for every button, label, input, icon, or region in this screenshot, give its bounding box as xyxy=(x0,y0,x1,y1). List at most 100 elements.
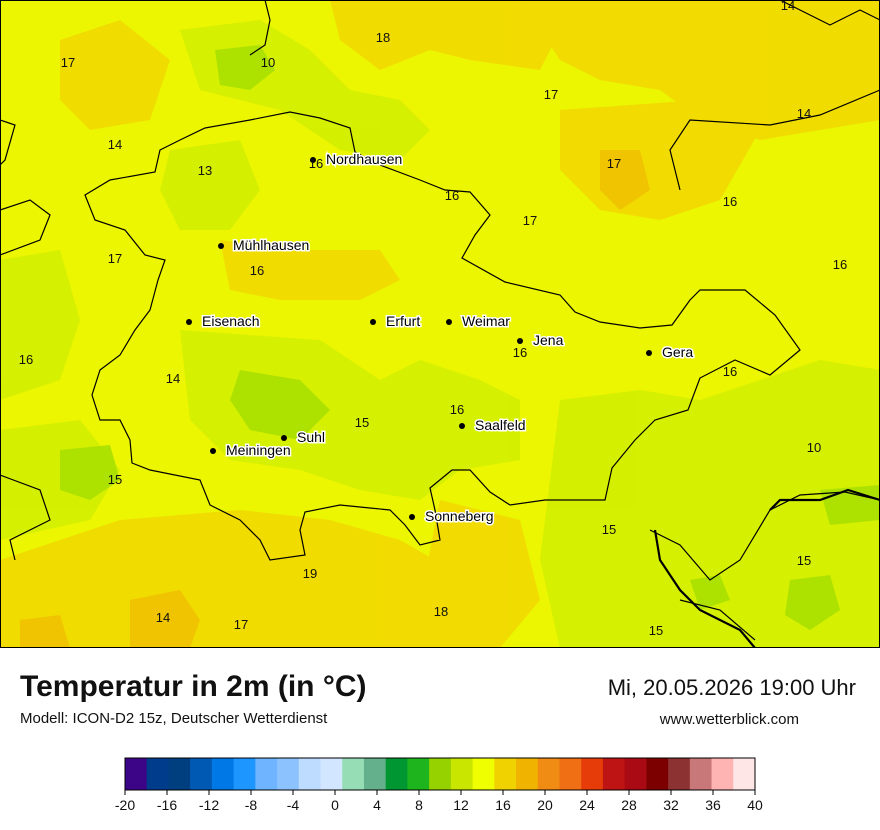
color-scale-tick-label: 0 xyxy=(331,797,339,813)
color-scale-swatch xyxy=(559,758,582,790)
color-scale-swatch xyxy=(255,758,278,790)
temperature-label: 14 xyxy=(781,0,795,13)
temperature-label: 16 xyxy=(513,345,527,360)
city-dot-gera xyxy=(646,350,652,356)
color-scale-swatch xyxy=(450,758,474,790)
border-czech xyxy=(653,488,880,648)
temperature-label: 15 xyxy=(649,623,663,638)
color-scale-swatch xyxy=(146,758,169,790)
temperature-label: 16 xyxy=(250,263,264,278)
color-scale-swatch xyxy=(494,758,517,790)
color-scale-tick-label: 32 xyxy=(663,797,679,813)
color-scale-swatch xyxy=(233,758,256,790)
website-link[interactable]: www.wetterblick.com xyxy=(659,711,799,728)
temperature-label: 14 xyxy=(166,371,180,386)
city-dot-muehlhausen xyxy=(218,243,224,249)
city-label: Sonneberg xyxy=(425,508,494,524)
temperature-label: 15 xyxy=(797,553,811,568)
color-scale-swatch xyxy=(298,758,322,790)
temperature-label: 15 xyxy=(108,472,122,487)
temperature-label: 14 xyxy=(797,106,811,121)
color-scale-swatch xyxy=(516,758,539,790)
city-label: Jena xyxy=(533,332,564,348)
temperature-label: 17 xyxy=(544,87,558,102)
color-scale-tick-label: 36 xyxy=(705,797,721,813)
color-scale-frame xyxy=(124,757,756,791)
color-scale-swatch xyxy=(668,758,691,790)
temperature-label: 16 xyxy=(450,402,464,417)
temperature-label: 15 xyxy=(602,522,616,537)
city-dot-suhl xyxy=(281,435,287,441)
border-north xyxy=(249,0,271,56)
color-scale-swatch xyxy=(342,758,365,790)
color-scale-swatch xyxy=(385,758,408,790)
city-label: Weimar xyxy=(462,313,510,329)
city-label: Nordhausen xyxy=(326,151,402,167)
color-scale-swatch xyxy=(624,758,647,790)
temperature-label: 10 xyxy=(261,55,275,70)
color-scale-tick-label: 4 xyxy=(373,797,381,813)
color-scale-swatch xyxy=(168,758,191,790)
forecast-datetime: Mi, 20.05.2026 19:00 Uhr xyxy=(607,675,856,700)
color-scale-tick-label: -16 xyxy=(157,797,177,813)
color-scale-legend: -20 -16 -12 -8 -4 0 4 8 12 16 20 24 28 32 36 40 xyxy=(0,750,880,820)
city-label: Erfurt xyxy=(386,313,420,329)
color-scale-swatch xyxy=(602,758,626,790)
temperature-label: 18 xyxy=(434,604,448,619)
temperature-label: 10 xyxy=(807,440,821,455)
city-label: Saalfeld xyxy=(475,417,526,433)
temperature-label: 18 xyxy=(376,30,390,45)
temperature-label: 16 xyxy=(309,156,323,171)
border-west xyxy=(0,119,51,561)
state-border xyxy=(84,111,801,561)
color-scale-swatch xyxy=(211,758,235,790)
color-scale-swatch xyxy=(429,758,452,790)
city-dot-sonneberg xyxy=(409,514,415,520)
warm-areas xyxy=(0,0,880,648)
city-markers xyxy=(186,157,652,520)
color-scale-tick-label: 8 xyxy=(415,797,423,813)
color-scale-tick-label: 40 xyxy=(747,797,763,813)
color-scale-swatch xyxy=(407,758,430,790)
color-scale-swatch xyxy=(190,758,213,790)
color-scale-swatch xyxy=(277,758,300,790)
color-scale-swatch xyxy=(646,758,669,790)
temperature-label: 17 xyxy=(108,251,122,266)
temperature-label: 17 xyxy=(234,617,248,632)
temperature-label: 16 xyxy=(445,188,459,203)
city-dot-meiningen xyxy=(210,448,216,454)
color-scale-swatch xyxy=(125,758,148,790)
cold-areas xyxy=(60,45,880,630)
city-dot-erfurt xyxy=(370,319,376,325)
color-scale-swatch xyxy=(689,758,713,790)
hot-areas xyxy=(20,150,650,648)
temperature-label: 16 xyxy=(723,194,737,209)
border-northeast xyxy=(669,0,880,191)
city-label: Suhl xyxy=(297,429,325,445)
city-dot-jena xyxy=(517,338,523,344)
color-scale-swatch xyxy=(320,758,343,790)
color-scale-swatch xyxy=(363,758,387,790)
city-dot-saalfeld xyxy=(459,423,465,429)
temperature-label: 17 xyxy=(607,156,621,171)
color-scale-swatch xyxy=(581,758,604,790)
cool-areas xyxy=(0,20,880,648)
temperature-label: 14 xyxy=(108,137,122,152)
temperature-label: 15 xyxy=(355,415,369,430)
city-dot-eisenach xyxy=(186,319,192,325)
map-title: Temperatur in 2m (in °C) xyxy=(20,670,367,703)
color-scale-tick-label: 12 xyxy=(453,797,469,813)
color-scale-tick-label: -4 xyxy=(287,797,300,813)
color-scale-swatch xyxy=(537,758,560,790)
temperature-label: 16 xyxy=(723,364,737,379)
city-label: Mühlhausen xyxy=(233,237,309,253)
temperature-label: 19 xyxy=(303,566,317,581)
temperature-map: Nordhausen Mühlhausen Eisenach Erfurt We… xyxy=(0,0,880,648)
color-scale-swatch xyxy=(472,758,495,790)
color-scale-tick-label: 20 xyxy=(537,797,553,813)
city-label: Eisenach xyxy=(202,313,260,329)
color-scale-tick-label: 16 xyxy=(495,797,511,813)
city-label: Gera xyxy=(662,344,693,360)
model-source: Modell: ICON-D2 15z, Deutscher Wetterdie… xyxy=(20,710,328,727)
temperature-label: 16 xyxy=(19,352,33,367)
